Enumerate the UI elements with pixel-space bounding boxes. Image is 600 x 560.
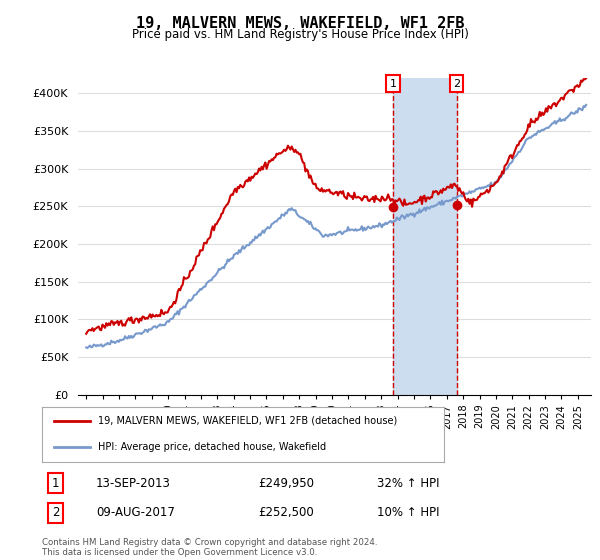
Text: 19, MALVERN MEWS, WAKEFIELD, WF1 2FB (detached house): 19, MALVERN MEWS, WAKEFIELD, WF1 2FB (de… <box>98 416 398 426</box>
Text: 32% ↑ HPI: 32% ↑ HPI <box>377 477 439 490</box>
Text: Contains HM Land Registry data © Crown copyright and database right 2024.
This d: Contains HM Land Registry data © Crown c… <box>42 538 377 557</box>
Text: 09-AUG-2017: 09-AUG-2017 <box>96 506 175 520</box>
Text: £249,950: £249,950 <box>258 477 314 490</box>
Text: HPI: Average price, detached house, Wakefield: HPI: Average price, detached house, Wake… <box>98 442 326 451</box>
Text: 2: 2 <box>52 506 59 520</box>
Text: 19, MALVERN MEWS, WAKEFIELD, WF1 2FB: 19, MALVERN MEWS, WAKEFIELD, WF1 2FB <box>136 16 464 31</box>
Text: 2: 2 <box>453 78 460 88</box>
Text: 1: 1 <box>52 477 59 490</box>
Text: 13-SEP-2013: 13-SEP-2013 <box>96 477 171 490</box>
Text: 10% ↑ HPI: 10% ↑ HPI <box>377 506 439 520</box>
Bar <box>393 78 457 395</box>
Text: £252,500: £252,500 <box>258 506 314 520</box>
Text: Price paid vs. HM Land Registry's House Price Index (HPI): Price paid vs. HM Land Registry's House … <box>131 28 469 41</box>
Text: 1: 1 <box>389 78 397 88</box>
